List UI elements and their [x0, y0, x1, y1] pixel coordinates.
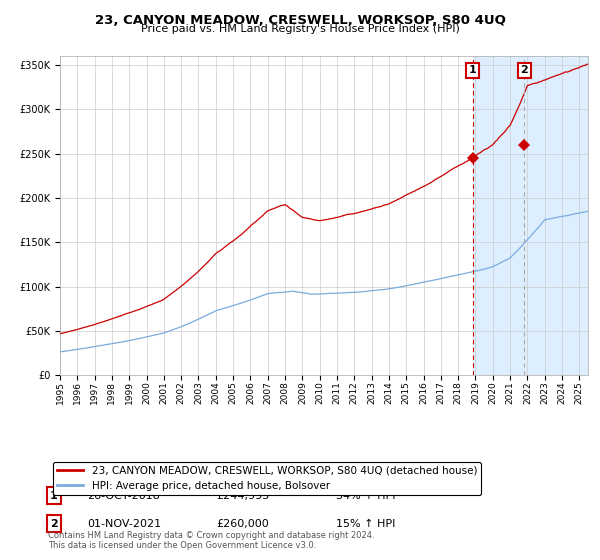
Text: 34% ↑ HPI: 34% ↑ HPI	[336, 491, 395, 501]
Text: 2: 2	[50, 519, 58, 529]
Text: Contains HM Land Registry data © Crown copyright and database right 2024.
This d: Contains HM Land Registry data © Crown c…	[48, 530, 374, 550]
Text: 1: 1	[50, 491, 58, 501]
Text: £260,000: £260,000	[216, 519, 269, 529]
Text: Price paid vs. HM Land Registry's House Price Index (HPI): Price paid vs. HM Land Registry's House …	[140, 24, 460, 34]
Text: 01-NOV-2021: 01-NOV-2021	[87, 519, 161, 529]
Text: 2: 2	[521, 66, 529, 76]
Text: 23, CANYON MEADOW, CRESWELL, WORKSOP, S80 4UQ: 23, CANYON MEADOW, CRESWELL, WORKSOP, S8…	[95, 14, 505, 27]
Text: £244,995: £244,995	[216, 491, 269, 501]
Text: 26-OCT-2018: 26-OCT-2018	[87, 491, 160, 501]
Text: 15% ↑ HPI: 15% ↑ HPI	[336, 519, 395, 529]
Text: 1: 1	[469, 66, 476, 76]
Bar	[473, 56, 588, 375]
Legend: 23, CANYON MEADOW, CRESWELL, WORKSOP, S80 4UQ (detached house), HPI: Average pri: 23, CANYON MEADOW, CRESWELL, WORKSOP, S8…	[53, 461, 481, 495]
